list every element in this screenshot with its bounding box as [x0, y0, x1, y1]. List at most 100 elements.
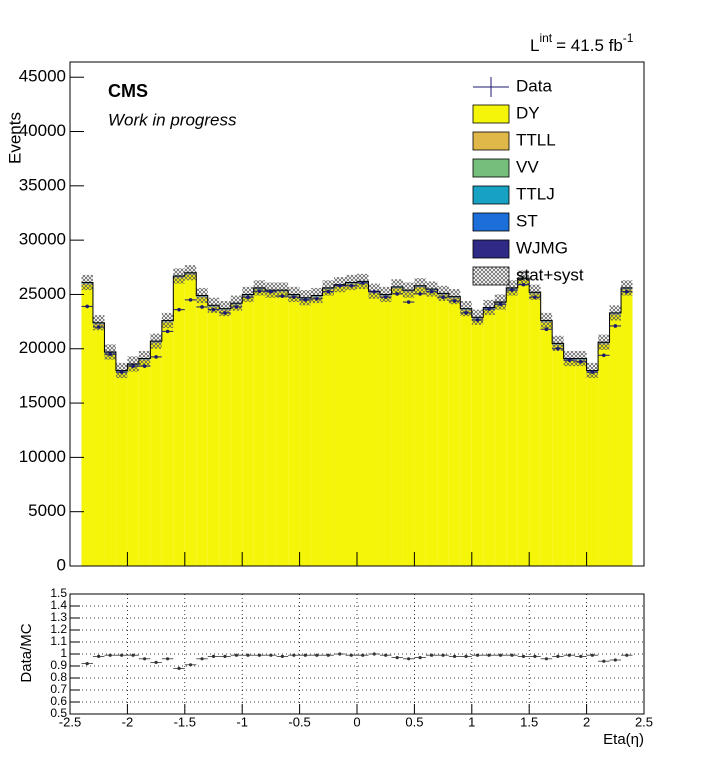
y-tick-label: 35000 — [19, 175, 66, 194]
data-point — [464, 311, 468, 315]
ratio-point — [602, 659, 606, 663]
histogram-bar — [322, 290, 335, 566]
histogram-bar — [184, 274, 197, 566]
data-point — [521, 282, 526, 287]
data-point — [567, 358, 572, 362]
data-point — [360, 281, 365, 285]
legend-swatch — [472, 212, 510, 232]
legend-swatch — [472, 158, 510, 178]
histogram-bar — [357, 283, 369, 566]
histogram-bar — [368, 293, 380, 566]
y-tick-label: 0.5 — [50, 706, 67, 720]
data-point — [579, 359, 583, 364]
data-point — [395, 292, 399, 296]
ratio-point — [143, 657, 147, 661]
ratio-point — [625, 653, 629, 657]
histogram-bar — [81, 284, 93, 566]
y-tick-label: 1.2 — [50, 622, 67, 636]
histogram-bar — [563, 360, 576, 566]
ratio-point — [372, 652, 376, 656]
ratio-point — [188, 663, 193, 667]
ratio-point — [475, 653, 480, 657]
data-point — [590, 370, 595, 374]
x-tick-label: 1.5 — [520, 714, 538, 729]
y-tick-label: 10000 — [19, 447, 66, 466]
histogram-bar — [437, 295, 449, 566]
histogram-bar — [609, 315, 622, 566]
histogram-bar — [414, 287, 426, 566]
ratio-point — [177, 666, 181, 671]
data-point — [223, 311, 227, 315]
legend-label: ST — [516, 211, 538, 230]
data-point — [533, 295, 537, 299]
histogram-bar — [161, 322, 174, 566]
data-point — [452, 299, 457, 303]
legend-swatch — [472, 185, 510, 205]
x-tick-label: -1 — [236, 714, 248, 729]
x-tick-label: 0.5 — [405, 714, 423, 729]
data-point — [142, 364, 147, 368]
data-point — [337, 283, 342, 288]
data-point — [602, 353, 606, 358]
legend-label: Data — [516, 76, 552, 95]
data-point — [487, 307, 491, 311]
ratio-point — [430, 653, 434, 657]
legend-label: WJMG — [516, 238, 568, 257]
ratio-point — [97, 654, 101, 659]
histogram-bar — [138, 360, 151, 566]
data-point — [303, 298, 308, 302]
y-tick-label: 0.7 — [50, 682, 67, 696]
data-point — [613, 324, 618, 328]
ratio-point — [326, 653, 330, 657]
ratio-point — [315, 653, 319, 657]
lumi-exponent: -1 — [623, 31, 634, 45]
y-tick-label: 0 — [57, 555, 66, 574]
ratio-point — [487, 653, 491, 657]
cms-label: CMS — [108, 81, 148, 101]
x-tick-label: 2 — [583, 714, 590, 729]
histogram-bar — [379, 296, 392, 566]
ratio-y-axis-label: Data/MC — [18, 623, 35, 682]
legend-swatch — [472, 104, 510, 124]
ratio-point — [280, 654, 284, 659]
histogram-bar — [471, 319, 484, 566]
ratio-frame — [69, 593, 645, 715]
histogram-bar — [265, 292, 277, 566]
x-tick-label: -2 — [122, 714, 134, 729]
y-tick-label: 40000 — [19, 121, 66, 140]
data-point — [326, 289, 331, 294]
ratio-point — [257, 653, 262, 657]
ratio-point — [85, 662, 89, 666]
ratio-point — [131, 653, 135, 657]
histogram-bar — [253, 290, 266, 566]
y-tick-label: 15000 — [19, 393, 66, 412]
histogram-bar — [127, 366, 139, 566]
histogram-bar — [402, 292, 415, 566]
ratio-point — [246, 653, 250, 657]
legend-label: stat+syst — [516, 265, 584, 284]
lumi-label: Lint = 41.5 fb-1 — [530, 31, 634, 55]
data-point — [475, 318, 480, 322]
data-point — [188, 298, 193, 302]
y-tick-label: 1.4 — [50, 598, 67, 612]
legend-swatch — [472, 266, 510, 286]
ratio-point — [338, 652, 342, 656]
histogram-bar — [288, 296, 300, 566]
data-point — [269, 289, 273, 294]
ratio-point — [211, 654, 216, 659]
y-tick-label: 1 — [60, 646, 67, 660]
data-point — [108, 352, 112, 356]
y-tick-label: 30000 — [19, 230, 66, 249]
ratio-point — [452, 654, 457, 659]
data-point — [85, 304, 90, 309]
histogram-bar — [345, 284, 357, 566]
histogram-bar — [230, 305, 243, 566]
data-point — [429, 289, 434, 294]
histogram-bar — [598, 344, 610, 566]
x-tick-label: 1 — [468, 714, 475, 729]
y-tick-label: 20000 — [19, 338, 66, 357]
histogram-bar — [299, 299, 312, 566]
data-point — [315, 296, 319, 301]
histogram-bar — [219, 310, 231, 566]
sublabel: Work in progress — [108, 110, 237, 129]
